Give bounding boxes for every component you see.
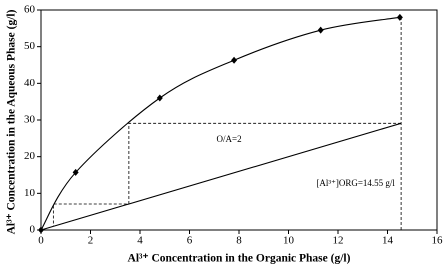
x-tick-label: 16 — [432, 235, 444, 247]
data-point — [231, 56, 238, 64]
annotation: [Al³⁺]ORG=14.55 g/l — [316, 178, 395, 188]
x-tick-label: 12 — [333, 235, 344, 247]
y-tick-label: 40 — [24, 77, 36, 89]
y-tick-label: 60 — [24, 4, 36, 16]
y-axis-label: Al³⁺ Concentration in the Aqueous Phase … — [6, 9, 18, 234]
data-point — [396, 13, 403, 21]
y-tick-label: 0 — [30, 224, 36, 236]
x-tick-label: 10 — [283, 235, 295, 247]
y-tick-label: 10 — [24, 187, 36, 199]
data-point — [317, 26, 324, 34]
data-point — [72, 168, 79, 176]
y-tick-label: 30 — [24, 114, 36, 126]
series-line — [40, 122, 402, 231]
x-tick-label: 2 — [88, 235, 94, 247]
x-axis-label: Al³⁺ Concentration in the Organic Phase … — [128, 253, 351, 265]
x-tick-label: 14 — [382, 235, 394, 247]
x-tick-label: 4 — [137, 235, 143, 247]
data-point — [156, 94, 163, 102]
plot-frame — [40, 9, 438, 231]
x-tick-label: 0 — [38, 235, 44, 247]
series-line — [52, 122, 402, 227]
y-tick-label: 50 — [24, 40, 36, 52]
annotation: O/A=2 — [217, 134, 242, 144]
x-tick-label: 6 — [187, 235, 193, 247]
y-tick-label: 20 — [24, 150, 36, 162]
x-tick-label: 8 — [236, 235, 242, 247]
